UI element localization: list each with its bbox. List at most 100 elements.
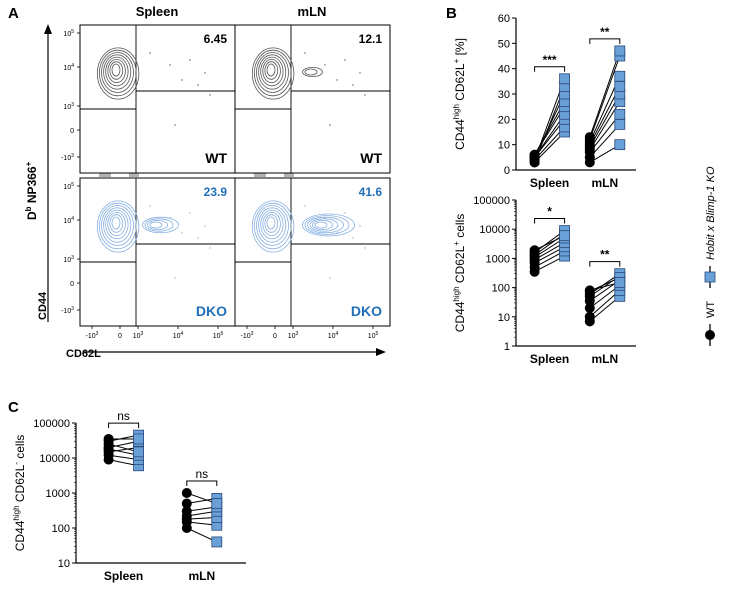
y-tick-base: -10 (61, 155, 71, 162)
y-tick-label: -103 (61, 306, 74, 315)
y-tick-label: 105 (63, 29, 74, 38)
dko-data-point (614, 277, 626, 288)
gate-percentage: 23.9 (204, 185, 228, 199)
x-category-label: Spleen (530, 176, 569, 190)
significance-bracket (108, 422, 140, 429)
contour-line (258, 54, 287, 90)
panel-b-top-chart: 0 10 20 30 40 50 60 CD44high CD62L+ [%] Spleen **… (452, 13, 636, 190)
event-dot (304, 205, 306, 207)
wt-data-point (181, 506, 192, 517)
x-tick-base: 10 (328, 333, 336, 340)
x-tick-exponent: 3 (96, 331, 99, 337)
contour-line (260, 56, 284, 87)
legend-wt-label: WT (705, 301, 717, 318)
x-tick-label: 105 (368, 331, 379, 340)
wt-data-point (584, 311, 595, 322)
population-label-superscript: b (24, 206, 33, 211)
contour-line (264, 214, 279, 233)
contour-line (266, 216, 276, 230)
event-dot (324, 217, 326, 219)
significance-bracket (589, 261, 621, 267)
contour-line (107, 211, 126, 236)
column-header-spleen: Spleen (136, 4, 179, 19)
panel-letter-c: C (8, 399, 19, 416)
wt-data-point (584, 285, 595, 296)
y-tick-label: 103 (63, 102, 74, 111)
y-tick-label: 105 (63, 182, 74, 191)
y-tick-label: 10000 (39, 453, 70, 465)
x-tick-exponent: 3 (141, 331, 144, 337)
contour-line (111, 63, 121, 77)
contour-line-cd62l-pos (309, 218, 339, 232)
y-tick-label: 100000 (473, 195, 510, 207)
contour-line (260, 209, 284, 240)
contour-line (96, 47, 140, 100)
x-tick-label: 103 (288, 331, 299, 340)
wt-data-point (103, 433, 114, 444)
y-tick-label: 0 (70, 281, 74, 288)
dko-data-point (133, 446, 145, 458)
significance-label: ns (117, 409, 130, 423)
significance-bracket (534, 218, 566, 224)
contour-line (266, 63, 276, 77)
contour-line (101, 52, 134, 93)
y-tick-base: 0 (70, 281, 74, 288)
event-dot (324, 64, 326, 66)
contour-line (103, 54, 132, 90)
wt-data-point (584, 132, 595, 143)
y-title-superscript-2: + (452, 58, 461, 63)
y-population-label: Db NP366+ (24, 161, 39, 220)
x-axis-title-cd62l: CD62L (66, 348, 101, 360)
y-tick-base: 10 (63, 104, 71, 111)
legend-wt-marker (705, 330, 715, 340)
x-tick-exponent: 5 (221, 331, 224, 337)
contour-line (111, 216, 121, 230)
panel-b-bottom-chart: 1 10 100 1000 10000 100000 CD44high CD62L+ cel… (452, 195, 636, 366)
wt-data-point (529, 154, 540, 165)
x-category-label: mLN (188, 569, 215, 583)
y-title-rest: CD62L (13, 464, 27, 505)
population-label-main: D (25, 211, 39, 220)
column-header-mln: mLN (298, 4, 327, 19)
y-tick-label: 10 (58, 558, 70, 570)
significance-bracket (534, 66, 566, 72)
y-title-superscript-2: + (452, 241, 461, 246)
x-tick-label: 0 (118, 333, 122, 340)
contour-line (99, 202, 137, 250)
y-tick-label: 40 (498, 64, 510, 76)
y-tick-label: 10 (498, 312, 510, 324)
x-axis-arrow-head (376, 348, 386, 356)
x-tick-base: 10 (173, 333, 181, 340)
y-title-superscript-2: - (12, 462, 21, 465)
contour-line (101, 205, 134, 246)
y-tick-label: 103 (63, 255, 74, 264)
y-tick-label: 1 (504, 341, 510, 353)
y-tick-exponent: 5 (71, 29, 74, 35)
y-tick-label: 0 (70, 128, 74, 135)
event-dot (181, 232, 183, 234)
event-dot (197, 84, 199, 86)
event-dot (169, 217, 171, 219)
event-dot (181, 79, 183, 81)
dko-data-point (559, 73, 570, 85)
y-tick-label: 60 (498, 13, 510, 25)
contour-line (251, 47, 295, 100)
y-tick-exponent: 4 (71, 216, 74, 222)
event-dot (352, 237, 354, 239)
contour-line-cd62l-pos (304, 68, 318, 76)
x-tick-label: 104 (328, 331, 339, 340)
y-tick-exponent: 3 (71, 102, 74, 108)
contour-line (105, 56, 129, 87)
event-dot (329, 277, 331, 279)
contour-line (264, 61, 279, 80)
y-tick-label: 104 (63, 216, 74, 225)
event-dot (169, 64, 171, 66)
significance-label: *** (543, 53, 557, 67)
dko-data-point (614, 70, 626, 82)
event-dot (344, 212, 346, 214)
wt-data-point (181, 488, 192, 498)
flow-plot-frame (234, 24, 391, 174)
genotype-label: DKO (196, 303, 227, 319)
